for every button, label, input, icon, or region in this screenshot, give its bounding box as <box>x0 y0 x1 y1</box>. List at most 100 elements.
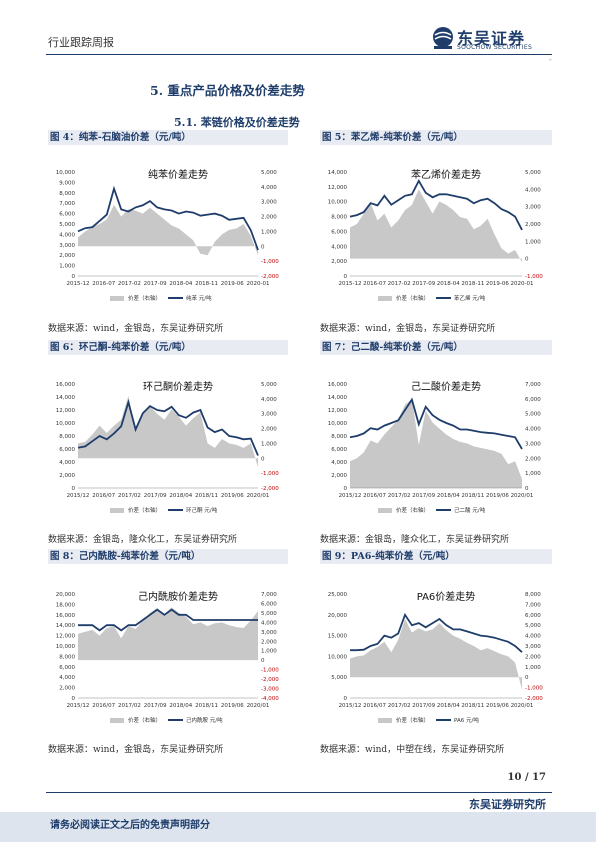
figure-4-chart: 0 1,000 2,000 3,000 4,000 5,000 6,000 7,000 8,00… <box>48 150 288 310</box>
y-left-tick-label: 4,000 <box>59 232 75 238</box>
y-right-tick-label: 1,000 <box>525 239 541 245</box>
y-right-tick-label: 5,000 <box>525 170 541 176</box>
y-right-tick-label: -4,000 <box>261 696 279 702</box>
y-left-tick-label: 0 <box>72 696 76 702</box>
figure-5-chart: 0 2,000 4,000 6,000 8,000 10,000 12,000 14,000 -… <box>320 150 552 310</box>
x-tick-label: 2017-09 <box>144 281 167 287</box>
y-left-tick-label: 10,000 <box>56 644 76 650</box>
chart-svg: 0 1,000 2,000 3,000 4,000 5,000 6,000 7,000 8,00… <box>56 168 279 302</box>
figure-6-source: 数据来源：金银岛，隆众化工，东吴证券研究所 <box>48 535 238 545</box>
price-line <box>349 397 523 450</box>
y-left-tick-label: 5,000 <box>331 675 347 681</box>
x-tick-label: 2018/04 <box>169 703 192 709</box>
figure-5-source: 数据来源：wind，金银岛，东吴证券研究所 <box>320 324 496 334</box>
legend-label: 己内酰胺 元/吨 <box>186 716 223 724</box>
y-left-tick-label: 12,000 <box>328 185 348 191</box>
x-tick-label: 2020/01 <box>511 493 534 499</box>
report-type-label: 行业跟踪周报 <box>48 36 114 49</box>
y-left-tick-label: 4,000 <box>331 460 347 466</box>
figure-9-source: 数据来源：wind，中塑在线，东吴证券研究所 <box>320 745 505 755</box>
y-left-tick-label: 4,000 <box>59 460 75 466</box>
y-right-tick-label: -1,000 <box>525 686 543 692</box>
legend-area-swatch <box>378 296 392 301</box>
legend-label: PA6 元/吨 <box>454 716 479 724</box>
x-tick-label: 2016-07 <box>363 281 386 287</box>
y-left-tick-label: 0 <box>344 486 348 492</box>
y-right-tick-label: 0 <box>525 486 529 492</box>
x-tick-label: 2017/02 <box>388 493 411 499</box>
footer-bar <box>0 812 596 842</box>
figure-4-title: 图 4：纯苯-石脑油价差（元/吨） <box>48 130 288 145</box>
x-tick-label: 2016-07 <box>92 281 115 287</box>
chart-svg: 0 2,000 4,000 6,000 8,000 10,000 12,000 14,000 1… <box>328 380 541 514</box>
y-right-tick-label: 5,000 <box>261 611 277 617</box>
y-left-tick-label: 10,000 <box>328 421 348 427</box>
figure-7-title: 图 7：己二酸-纯苯价差（元/吨） <box>320 340 552 355</box>
y-right-tick-label: 6,000 <box>525 613 541 619</box>
spread-area <box>78 204 258 256</box>
footer-company: 东吴证券研究所 <box>469 798 546 811</box>
legend-label: 价差（右轴） <box>128 716 161 724</box>
x-tick-label: 2018-11 <box>195 281 218 287</box>
x-tick-label: 2016/07 <box>363 493 386 499</box>
y-right-tick-label: 0 <box>261 244 265 250</box>
y-right-tick-label: -3,000 <box>261 687 279 693</box>
y-right-tick-label: -1,000 <box>261 259 279 265</box>
x-tick-label: 2020/01 <box>247 493 270 499</box>
y-left-tick-label: 4,000 <box>59 675 75 681</box>
y-right-tick-label: 3,000 <box>261 412 277 418</box>
y-right-tick-label: 5,000 <box>261 382 277 388</box>
x-tick-label: 2015/12 <box>67 703 90 709</box>
legend-label: 苯乙烯 元/吨 <box>454 294 486 302</box>
chart-title: 纯苯价差走势 <box>148 168 208 181</box>
x-tick-label: 2018/04 <box>169 493 192 499</box>
y-left-tick-label: 6,000 <box>331 229 347 235</box>
y-right-tick-label: -2,000 <box>525 696 543 702</box>
chart-svg: 0 2,000 4,000 6,000 8,000 10,000 12,000 14,000 1… <box>56 380 279 514</box>
x-tick-label: 2020-01 <box>511 281 534 287</box>
y-left-tick-label: 6,000 <box>59 447 75 453</box>
spread-area <box>350 619 522 690</box>
x-tick-label: 2017-02 <box>118 281 141 287</box>
x-tick-label: 2017/02 <box>118 703 141 709</box>
x-tick-label: 2018/11 <box>461 703 484 709</box>
x-tick-label: 2019/06 <box>221 703 244 709</box>
legend-area-swatch <box>378 508 392 513</box>
y-right-tick-label: 2,000 <box>261 639 277 645</box>
y-right-tick-label: 2,000 <box>525 456 541 462</box>
y-right-tick-label: 3,000 <box>261 630 277 636</box>
footer-disclaimer: 请务必阅读正文之后的免责声明部分 <box>50 820 210 831</box>
legend-label: 纯苯 元/吨 <box>186 294 212 302</box>
x-tick-label: 2015/12 <box>339 703 362 709</box>
y-left-tick-label: 9,000 <box>59 180 75 186</box>
y-left-tick-label: 16,000 <box>56 613 76 619</box>
x-tick-label: 2018/04 <box>437 493 460 499</box>
y-right-tick-label: 2,000 <box>261 215 277 221</box>
y-left-tick-label: 14,000 <box>56 395 76 401</box>
section-title: 5. 重点产品价格及价差走势 <box>150 83 305 98</box>
y-left-tick-label: 10,000 <box>56 421 76 427</box>
logo-text-cn: 东吴证券 <box>457 29 526 48</box>
y-left-tick-label: 10,000 <box>328 654 348 660</box>
y-right-tick-label: 6,000 <box>261 601 277 607</box>
y-left-tick-label: 10,000 <box>328 200 348 206</box>
chart-svg: 0 2,000 4,000 6,000 8,000 10,000 12,000 14,000 1… <box>56 590 279 724</box>
y-left-tick-label: 0 <box>344 274 348 280</box>
y-left-tick-label: 2,000 <box>331 259 347 265</box>
y-right-tick-label: 5,000 <box>261 170 277 176</box>
legend-label: 价差（右轴） <box>396 294 429 302</box>
y-left-tick-label: 0 <box>72 486 76 492</box>
x-tick-label: 2015/12 <box>339 493 362 499</box>
figure-7-source: 数据来源：金银岛，隆众化工，东吴证券研究所 <box>320 535 510 545</box>
y-right-tick-label: 5,000 <box>525 623 541 629</box>
legend-label: 环己酮 元/吨 <box>186 506 218 514</box>
y-left-tick-label: 7,000 <box>59 201 75 207</box>
price-line <box>77 185 259 251</box>
figure-6-chart: 0 2,000 4,000 6,000 8,000 10,000 12,000 14,000 1… <box>48 362 288 522</box>
y-left-tick-label: 0 <box>72 274 76 280</box>
figure-9-chart: 0 5,000 10,000 15,000 20,000 25,000 -2,000 -1,0… <box>320 572 552 732</box>
y-right-tick-label: 4,000 <box>525 634 541 640</box>
legend-area-swatch <box>110 296 124 301</box>
x-tick-label: 2018/04 <box>437 703 460 709</box>
y-left-tick-label: 3,000 <box>59 243 75 249</box>
